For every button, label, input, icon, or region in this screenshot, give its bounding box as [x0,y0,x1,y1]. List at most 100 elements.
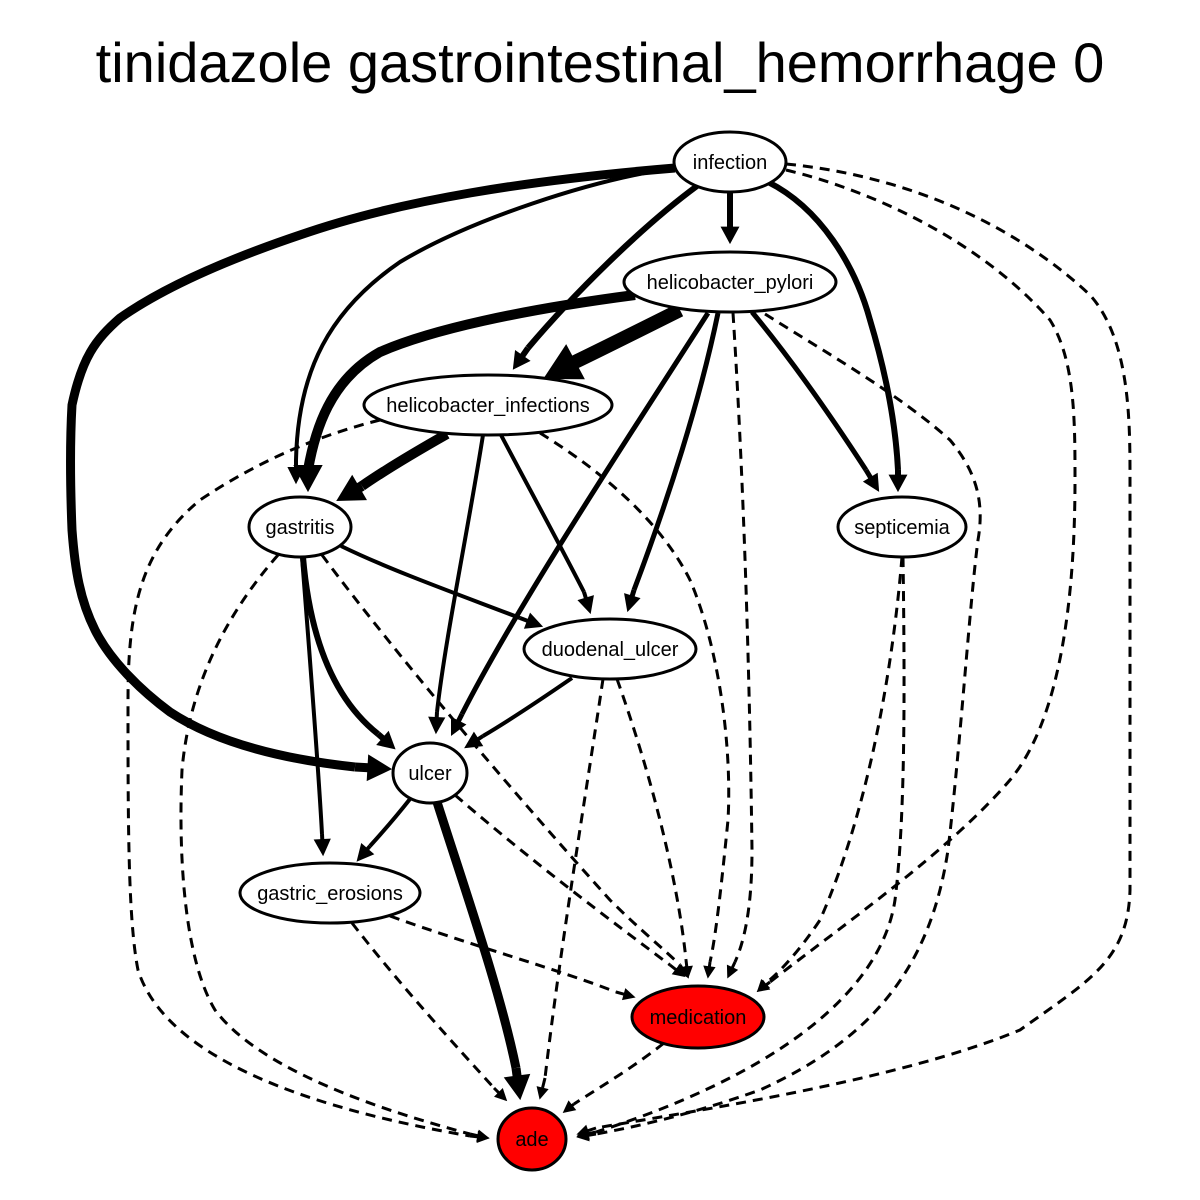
edge-line [66,163,676,772]
edge-line [766,179,901,471]
edge-infection-to-ulcer [66,163,676,782]
node-ellipse [496,1106,568,1172]
edge-gastritis-to-ulcer [300,556,396,750]
edges-layer [66,162,1132,1143]
edge-arrowhead [464,731,484,749]
node-ellipse [836,495,968,559]
node-duodenal_ulcer: duodenal_ulcer [522,617,698,681]
node-label: gastritis [266,517,335,539]
node-ellipse [622,250,838,314]
edge-connector [376,731,386,741]
edge-line [631,312,721,591]
node-ulcer: ulcer [391,741,469,805]
edge-arrowhead [577,595,594,615]
edge-line [435,434,485,713]
edge-gastric_erosions-to-medication [389,914,636,1001]
edge-ulcer-to-ade [432,800,531,1101]
edge-connector [492,1086,500,1094]
edge-line [595,556,906,1134]
edge-connector [669,963,678,972]
edge-line [340,544,521,620]
edge-line [539,431,731,963]
edge-connector [730,961,737,969]
edge-connector [629,589,637,598]
edge-helicobacter_pylori-to-duodenal_ulcer [624,312,721,613]
edge-connector [587,1132,597,1137]
edge-arrowhead [376,730,396,750]
edge-line [300,556,380,737]
edge-line [432,800,521,1069]
edge-connector [476,734,485,742]
edge-helicobacter_pylori-to-medication [726,312,754,979]
edge-medication-to-ade [562,1041,665,1114]
edge-ulcer-to-gastric_erosions [356,797,412,862]
edge-arrowhead [720,226,740,245]
edge-gastric_erosions-to-ade [350,922,508,1102]
graph-title: tinidazole gastrointestinal_hemorrhage 0 [96,31,1105,94]
edge-line [769,168,1077,984]
node-label: ulcer [408,763,452,785]
edge-line [595,162,1132,1130]
edge-connector [587,1126,597,1133]
node-ellipse [391,741,469,805]
edge-line [615,678,688,961]
edge-line [731,312,754,963]
edge-line [359,429,450,491]
edge-arrowhead [503,1073,531,1101]
node-label: helicobacter_pylori [647,272,814,294]
node-label: duodenal_ulcer [542,639,679,661]
node-medication: medication [630,984,766,1050]
nodes-layer: infection helicobacter_pylori helicobacter… [238,130,968,1172]
node-gastric_erosions: gastric_erosions [238,861,422,925]
edge-gastritis-to-gastric_erosions [300,556,331,857]
edge-line [750,310,869,472]
edge-line [571,303,684,369]
node-ellipse [362,373,614,437]
edge-line [294,166,675,461]
edge-infection-to-helicobacter_infections [512,183,699,370]
edge-arrowhead [621,988,636,1001]
node-helicobacter_infections: helicobacter_infections [362,373,614,437]
edge-line [595,312,982,1136]
edge-connector [511,1067,522,1078]
edge-gastritis-to-ade [179,554,490,1142]
edge-arrowhead [624,593,641,613]
edge-line [126,418,471,1138]
edge-arrowhead [512,349,531,370]
edge-arrowhead [476,1129,490,1142]
node-ade: ade [496,1106,568,1172]
edge-line [389,914,617,994]
edge-connector [863,468,873,480]
edge-arrowhead [726,964,739,979]
edge-infection-to-septicemia [766,179,908,493]
edge-connector [615,990,625,996]
edge-arrowhead [888,474,908,493]
edge-connector [519,346,531,358]
edge-arrowhead [543,344,585,380]
edge-connector [587,1130,597,1136]
edge-arrowhead [428,716,446,735]
node-label: helicobacter_infections [386,395,589,417]
node-label: medication [650,1007,747,1029]
edge-connector [354,762,369,773]
edge-infection-to-helicobacter_pylori [720,192,740,245]
edge-helicobacter_pylori-to-helicobacter_infections [543,303,684,380]
edge-arrowhead [313,838,331,857]
node-ellipse [238,861,422,925]
edge-septicemia-to-ade [576,556,906,1140]
node-label: infection [693,152,768,174]
edge-line [350,922,496,1090]
node-ellipse [522,617,698,681]
edge-helicobacter_pylori-to-septicemia [750,310,880,492]
edge-arrowhead [356,843,375,862]
node-septicemia: septicemia [836,495,968,559]
edge-connector [707,961,712,968]
edge-line [481,676,574,738]
edge-gastritis-to-duodenal_ulcer [340,544,544,629]
edge-connector [469,1132,479,1138]
edge-arrowhead [293,465,323,493]
node-label: septicemia [854,517,950,539]
edge-line [525,183,699,350]
edge-line [454,793,671,967]
